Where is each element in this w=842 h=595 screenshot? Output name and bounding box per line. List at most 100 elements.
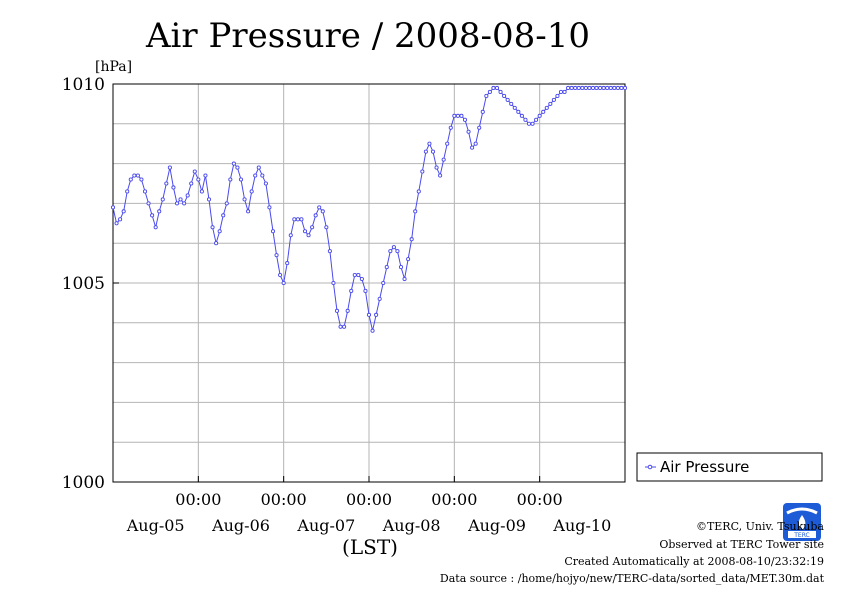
data-point <box>441 157 446 162</box>
data-point <box>558 89 564 95</box>
data-point <box>416 189 421 194</box>
data-point <box>448 125 453 130</box>
data-point <box>139 177 144 182</box>
data-point <box>125 189 130 194</box>
logo-text: TERC <box>793 532 810 539</box>
data-point <box>182 201 187 206</box>
x-axis: 00:00 00:00 00:00 00:00 00:00 Aug-05 Aug-06 Aug… <box>126 476 611 535</box>
data-point <box>384 265 389 270</box>
y-tick-label: 1005 <box>62 274 105 294</box>
data-point <box>153 225 158 230</box>
chart-title: Air Pressure / 2008-08-10 <box>145 16 590 56</box>
data-point <box>562 89 567 95</box>
data-point <box>221 213 226 218</box>
data-point <box>231 161 236 166</box>
data-point <box>349 288 354 294</box>
data-point <box>288 233 293 238</box>
data-point <box>267 205 272 210</box>
data-point <box>494 85 500 91</box>
data-point <box>445 141 450 146</box>
data-point <box>462 117 468 122</box>
credit-text: ©TERC, Univ. Tsukuba <box>695 520 824 533</box>
data-point <box>395 249 400 254</box>
data-point <box>402 276 407 282</box>
data-point <box>196 177 201 182</box>
data-point <box>235 165 240 170</box>
data-point <box>487 89 492 95</box>
data-point <box>519 113 524 118</box>
data-point <box>505 97 510 102</box>
data-point <box>598 85 603 91</box>
data-point <box>523 117 528 122</box>
data-point <box>274 253 279 258</box>
data-point <box>242 197 247 202</box>
data-point <box>594 85 599 91</box>
data-point <box>331 280 336 286</box>
data-point <box>270 229 276 234</box>
data-point <box>541 109 546 114</box>
data-point <box>480 109 485 114</box>
data-point <box>566 85 571 91</box>
data-point <box>228 177 233 182</box>
y-tick-label: 1000 <box>62 473 105 493</box>
data-point <box>214 241 219 246</box>
data-point <box>516 109 521 114</box>
data-point <box>619 85 624 91</box>
data-point <box>388 249 393 254</box>
data-point <box>167 165 172 170</box>
legend-marker <box>647 464 653 470</box>
data-point <box>423 149 428 154</box>
data-point <box>587 85 592 91</box>
data-point <box>530 121 535 126</box>
data-point <box>551 97 556 102</box>
data-point <box>185 193 190 198</box>
data-point <box>302 229 308 234</box>
data-point <box>612 85 617 91</box>
data-point <box>150 213 155 218</box>
data-point <box>238 177 244 182</box>
x-date-label: Aug-07 <box>296 516 355 535</box>
data-point <box>455 113 460 118</box>
legend-box <box>636 452 823 482</box>
data-point <box>135 173 140 178</box>
data-point <box>427 141 432 146</box>
created-text: Created Automatically at 2008-08-10/23:3… <box>564 555 824 568</box>
legend-label: Air Pressure <box>660 458 749 476</box>
data-point <box>174 201 180 206</box>
data-point <box>203 173 208 178</box>
data-point <box>420 169 425 174</box>
data-point <box>484 93 489 98</box>
data-point <box>569 85 574 91</box>
data-point <box>217 229 222 234</box>
data-point <box>110 205 116 210</box>
data-point <box>605 85 610 91</box>
data-point <box>313 213 318 218</box>
data-point <box>555 93 560 98</box>
data-point <box>121 209 126 214</box>
data-point <box>199 189 204 194</box>
x-tick-time: 00:00 <box>346 490 392 509</box>
data-point <box>434 165 439 170</box>
data-point <box>374 312 379 317</box>
data-point <box>310 225 315 230</box>
data-point <box>512 105 517 110</box>
data-point <box>615 85 620 91</box>
data-point <box>356 272 361 278</box>
data-point <box>583 85 588 91</box>
data-point <box>292 217 297 222</box>
data-point <box>438 173 443 178</box>
data-point <box>491 85 496 91</box>
data-point <box>381 280 386 286</box>
data-point <box>338 324 343 329</box>
x-tick-time: 00:00 <box>517 490 563 509</box>
data-point <box>477 125 482 130</box>
data-point <box>363 288 368 294</box>
data-point <box>398 265 404 270</box>
data-point <box>164 181 169 186</box>
data-point <box>409 237 414 242</box>
data-point <box>502 93 507 98</box>
data-point <box>210 225 215 230</box>
x-date-label: Aug-10 <box>552 516 611 535</box>
data-point <box>537 113 542 118</box>
